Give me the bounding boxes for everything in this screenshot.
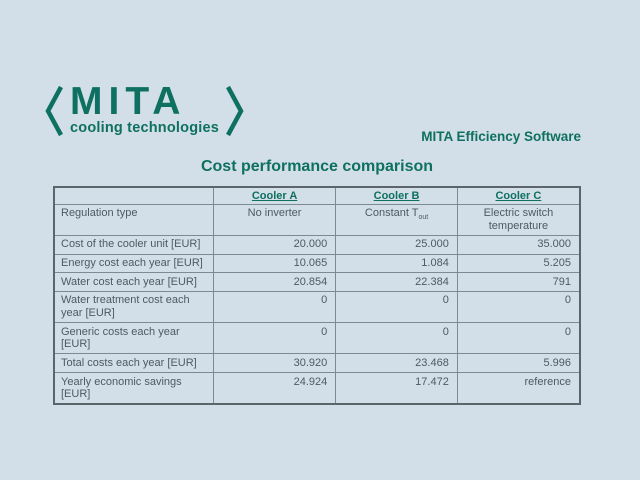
cell-value: 5.205 [456,253,581,274]
table-row-cost-of-the-cooler-unit-eur: Cost of the cooler unit [EUR] 20.000 25.00… [53,234,581,255]
cell-value: 791 [456,272,581,292]
row-label: Cost of the cooler unit [EUR] [53,234,214,255]
cell-value: 23.468 [335,353,458,374]
cell-value: 1.084 [335,253,458,274]
subscript-text: out [418,214,429,222]
logo-tagline: cooling technologies [70,120,220,137]
cell-value: 0 [212,290,337,324]
logo-angle-bracket-left-icon [45,85,63,137]
table-row-regulation-type: Regulation type No inverter Constant Tout E… [53,203,581,236]
table-header: Cooler A Cooler B Cooler C [53,186,581,205]
cell-value: 20.854 [212,272,337,292]
page-title: Cost performance comparison [200,158,434,175]
cell-value: 24.924 [212,372,337,405]
row-label: Total costs each year [EUR] [53,353,214,374]
row-label: Energy cost each year [EUR] [53,253,214,274]
cell-value: 30.920 [212,353,337,374]
row-label: Yearly economic savings [EUR] [53,372,214,405]
cell-value: 22.384 [335,272,458,292]
cell-value: 0 [212,322,337,355]
cell-value: No inverter [212,203,337,236]
column-header-cooler-c[interactable]: Cooler C [456,186,581,205]
cell-value: 17.472 [335,372,458,405]
table-header-row: Cooler A Cooler B Cooler C [53,186,581,205]
table-row-total-costs-each-year-eur: Total costs each year [EUR] 30.920 23.468 5… [53,353,581,374]
cell-value: 0 [335,290,458,324]
table-row-yearly-economic-savings-eur: Yearly economic savings [EUR] 24.924 17.47… [53,372,581,405]
cell-value: reference [456,372,581,405]
row-label: Generic costs each year [EUR] [53,322,214,355]
logo-text: MITA cooling technologies [70,79,220,137]
app-title: MITA Efficiency Software [421,129,581,144]
row-label: Regulation type [53,203,214,236]
cell-value: 0 [456,322,581,355]
mita-logo: MITA cooling technologies [44,79,245,138]
table-row-generic-costs-each-year-eur: Generic costs each year [EUR] 0 0 0 [53,322,581,355]
row-label: Water cost each year [EUR] [53,272,214,292]
cell-value: Electric switch temperature [456,203,581,236]
table-row-water-cost-each-year-eur: Water cost each year [EUR] 20.854 22.384 79… [53,272,581,292]
cell-value: 0 [335,322,458,355]
cell-value: 35.000 [456,234,581,255]
cost-comparison-table: Cooler A Cooler B Cooler C Regulation type… [53,186,581,406]
logo-angle-bracket-right-icon [226,85,244,137]
cell-value: 20.000 [212,234,337,255]
logo-wordmark: MITA [70,79,187,123]
column-header-cooler-b[interactable]: Cooler B [335,186,458,205]
cell-value: Constant Tout [335,203,458,236]
cell-value: 0 [456,290,581,324]
row-label: Water treatment cost each year [EUR] [53,290,214,324]
column-header-blank [53,186,214,205]
cell-value: 25.000 [335,234,458,255]
table-row-energy-cost-each-year-eur: Energy cost each year [EUR] 10.065 1.084 5.… [53,253,581,274]
table-row-water-treatment-cost-each-year-eur: Water treatment cost each year [EUR] 0 0 0 [53,290,581,324]
column-header-cooler-a[interactable]: Cooler A [212,186,337,205]
cell-value: 10.065 [212,253,337,274]
cell-value: 5.996 [456,353,581,374]
table-body: Regulation type No inverter Constant Tout E… [53,203,581,405]
